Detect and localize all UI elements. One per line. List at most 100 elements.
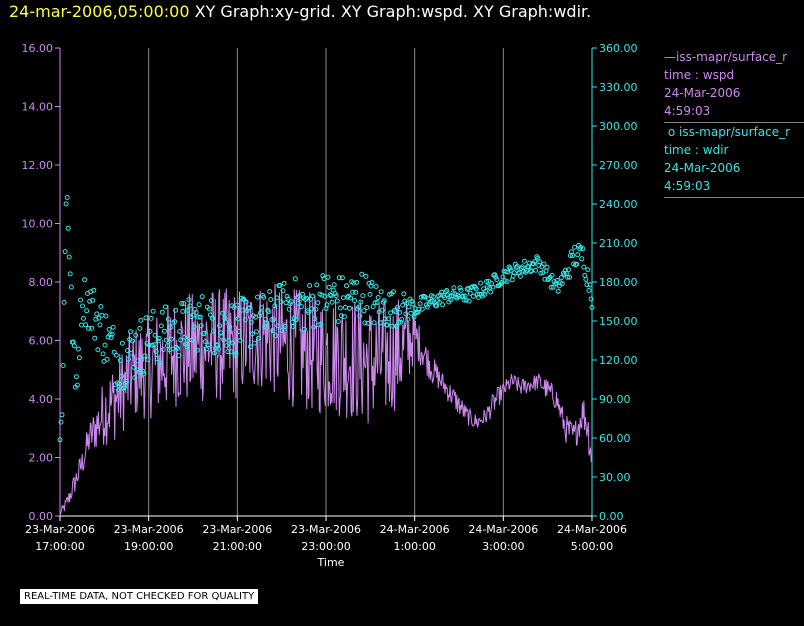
wdir-point	[580, 246, 586, 252]
wdir-point	[303, 296, 308, 302]
wdir-point	[169, 336, 174, 342]
wdir-point	[492, 272, 498, 278]
wdir-point	[286, 306, 292, 312]
wdir-point	[118, 373, 124, 379]
wdir-point	[138, 317, 144, 323]
wdir-point	[345, 294, 350, 300]
wdir-point	[404, 300, 410, 306]
wdir-point	[486, 278, 492, 284]
wdir-point	[336, 275, 342, 281]
wdir-point	[189, 337, 195, 343]
wdir-point	[278, 299, 284, 305]
wdir-point	[482, 291, 488, 297]
wdir-point	[208, 298, 214, 303]
wdir-point	[168, 325, 173, 330]
left-tick-label: 16.00	[22, 42, 54, 55]
wdir-point	[61, 299, 67, 305]
wdir-point	[231, 304, 237, 310]
wdir-point	[451, 285, 457, 291]
wdir-point	[507, 265, 513, 271]
right-tick-label: 360.00	[599, 42, 638, 55]
wdir-point	[83, 322, 89, 328]
wdir-point	[538, 270, 544, 276]
wdir-point	[329, 299, 335, 305]
wdir-point	[175, 346, 181, 351]
wdir-point	[397, 309, 403, 315]
legend-wdir-var: time : wdir	[664, 143, 729, 157]
wdir-point	[369, 280, 375, 285]
wdir-point	[347, 305, 352, 311]
wdir-point	[212, 350, 217, 356]
wdir-point	[192, 306, 198, 312]
wdir-point	[239, 307, 245, 313]
wdir-point	[398, 319, 404, 325]
right-axis-ticks: 0.00 30.00 60.00 90.00 120.00 150.00 180.00 210…	[592, 42, 638, 523]
wdir-point	[331, 282, 337, 288]
wdir-point	[155, 338, 161, 344]
wdir-point	[385, 316, 391, 322]
wdir-point	[129, 350, 135, 356]
wdir-point	[351, 280, 357, 286]
wdir-point	[588, 296, 594, 302]
wdir-point	[220, 310, 226, 316]
wdir-point	[537, 259, 543, 265]
wdir-point	[552, 281, 558, 287]
legend-divider	[664, 122, 804, 123]
wdir-point	[194, 347, 200, 353]
wdir-point	[277, 283, 283, 288]
wdir-point	[184, 344, 190, 350]
left-tick-label: 4.00	[29, 393, 54, 406]
wdir-point	[116, 381, 122, 387]
wdir-point	[104, 356, 110, 362]
wdir-point	[457, 285, 463, 291]
wdir-point	[94, 311, 100, 317]
x-tick-time: 1:00:00	[393, 540, 435, 553]
wdir-point	[338, 313, 344, 319]
chart-header: 24-mar-2006,05:00:00 XY Graph:xy-grid. X…	[9, 2, 591, 21]
wdir-point	[290, 324, 296, 330]
wdir-point	[503, 269, 509, 275]
wdir-point	[132, 375, 138, 381]
x-tick-time: 21:00:00	[213, 540, 262, 553]
wdir-point	[206, 306, 212, 312]
wdir-point	[584, 282, 590, 288]
legend-wdir[interactable]: o iss-mapr/surface_r time : wdir 24-Mar-…	[664, 123, 804, 195]
wdir-point	[318, 321, 324, 327]
wdir-point	[217, 323, 223, 329]
right-tick-label: 60.00	[599, 432, 631, 445]
wdir-point	[585, 267, 591, 273]
legend-wspd[interactable]: —iss-mapr/surface_r time : wspd 24-Mar-2…	[664, 48, 804, 120]
wdir-point	[408, 310, 414, 316]
wdir-point	[564, 274, 570, 280]
wdir-point	[58, 419, 64, 425]
wdir-point	[464, 286, 470, 292]
wdir-point	[246, 305, 252, 311]
wdir-point	[71, 343, 77, 349]
wdir-point	[364, 305, 370, 310]
wdir-point	[332, 291, 338, 297]
wdir-point	[65, 225, 71, 231]
wdir-point	[163, 337, 169, 343]
wdir-point	[583, 277, 589, 282]
legend-wdir-date: 24-Mar-2006	[664, 161, 741, 175]
wdir-point	[289, 319, 295, 325]
line-swatch-icon: —	[664, 50, 676, 64]
wdir-point	[266, 309, 272, 315]
wdir-point	[219, 334, 225, 340]
right-tick-label: 120.00	[599, 354, 638, 367]
wdir-point	[356, 304, 362, 310]
wspd-series	[59, 283, 593, 515]
wdir-point	[205, 342, 211, 348]
wdir-point	[374, 299, 380, 305]
wdir-point	[514, 263, 520, 269]
wdir-point	[316, 322, 322, 328]
wdir-point	[78, 297, 83, 303]
wdir-point	[377, 320, 383, 326]
wdir-point	[307, 283, 313, 288]
wdir-point	[274, 295, 280, 301]
wdir-point	[230, 340, 236, 346]
wdir-point	[147, 328, 153, 334]
wdir-point	[174, 344, 180, 350]
left-tick-label: 12.00	[22, 159, 54, 172]
wdir-point	[211, 328, 216, 334]
